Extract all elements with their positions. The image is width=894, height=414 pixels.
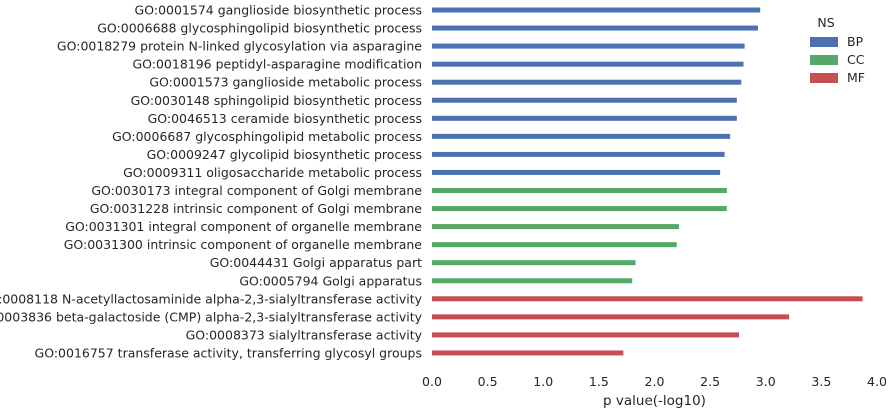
bar-cc (432, 224, 679, 230)
category-label: GO:0016757 transferase activity, transfe… (35, 345, 422, 360)
legend-label-cc: CC (847, 52, 865, 67)
bar-bp (432, 151, 725, 157)
legend-label-bp: BP (847, 34, 864, 49)
bar-bp (432, 79, 742, 85)
category-label: GO:0001574 ganglioside biosynthetic proc… (135, 3, 422, 18)
legend: NS BP CC MF (810, 15, 865, 85)
x-tick-label: 2.0 (645, 374, 665, 389)
bar-cc (432, 206, 727, 212)
category-label: GO:0008118 N-acetyllactosaminide alpha-2… (0, 291, 423, 306)
x-tick-label: 1.0 (533, 374, 553, 389)
x-tick-label: 0.0 (422, 374, 442, 389)
legend-swatch-cc (810, 55, 838, 65)
bar-cc (432, 188, 727, 193)
category-label: GO:0031301 integral component of organel… (65, 219, 422, 234)
legend-title: NS (817, 15, 834, 30)
bar-bp (432, 115, 737, 121)
category-label: GO:0018279 protein N-linked glycosylatio… (57, 39, 422, 54)
bar-mf (432, 314, 790, 320)
bar-bp (432, 7, 761, 13)
x-tick-label: 3.5 (811, 374, 831, 389)
bar-mf (432, 350, 624, 356)
bar-bp (432, 97, 737, 103)
bar-cc (432, 242, 677, 248)
category-label: GO:0046513 ceramide biosynthetic process (148, 111, 422, 126)
bars (432, 7, 863, 356)
category-labels: GO:0001574 ganglioside biosynthetic proc… (0, 3, 423, 361)
bar-bp (432, 25, 758, 31)
category-label: GO:0001573 ganglioside metabolic process (149, 75, 422, 90)
bar-bp (432, 169, 721, 175)
category-label: GO:0031300 intrinsic component of organe… (64, 237, 423, 252)
x-axis-title: p value(-log10) (603, 393, 706, 409)
category-label: GO:0009247 glycolipid biosynthetic proce… (147, 147, 422, 162)
x-tick-label: 3.0 (756, 374, 776, 389)
category-label: GO:0044431 Golgi apparatus part (210, 255, 422, 270)
category-label: GO:0009311 oligosaccharide metabolic pro… (123, 165, 422, 180)
x-axis-ticks: 0.0 0.5 1.0 1.5 2.0 2.5 3.0 3.5 4.0 (422, 374, 887, 389)
category-label: GO:0006687 glycosphingolipid metabolic p… (112, 129, 422, 144)
bar-bp (432, 133, 731, 139)
legend-label-mf: MF (847, 70, 865, 85)
category-label: GO:0006688 glycosphingolipid biosyntheti… (97, 21, 422, 36)
legend-swatch-mf (810, 73, 838, 83)
x-tick-label: 4.0 (867, 374, 887, 389)
x-tick-label: 2.5 (700, 374, 720, 389)
category-label: GO:0008373 sialyltransferase activity (186, 327, 423, 342)
category-label: GO:0030173 integral component of Golgi m… (91, 183, 422, 198)
bar-cc (432, 278, 633, 284)
category-label: GO:0003836 beta-galactoside (CMP) alpha-… (0, 309, 423, 324)
x-tick-label: 0.5 (478, 374, 498, 389)
bar-bp (432, 43, 745, 49)
category-label: GO:0030148 sphingolipid biosynthetic pro… (131, 93, 422, 108)
category-label: GO:0005794 Golgi apparatus (239, 273, 422, 288)
legend-swatch-bp (810, 37, 838, 47)
x-tick-label: 1.5 (589, 374, 609, 389)
bar-mf (432, 296, 863, 302)
bar-cc (432, 260, 636, 266)
bar-bp (432, 61, 744, 67)
bar-mf (432, 332, 740, 338)
category-label: GO:0031228 intrinsic component of Golgi … (90, 201, 422, 216)
category-label: GO:0018196 peptidyl-asparagine modificat… (132, 57, 422, 72)
